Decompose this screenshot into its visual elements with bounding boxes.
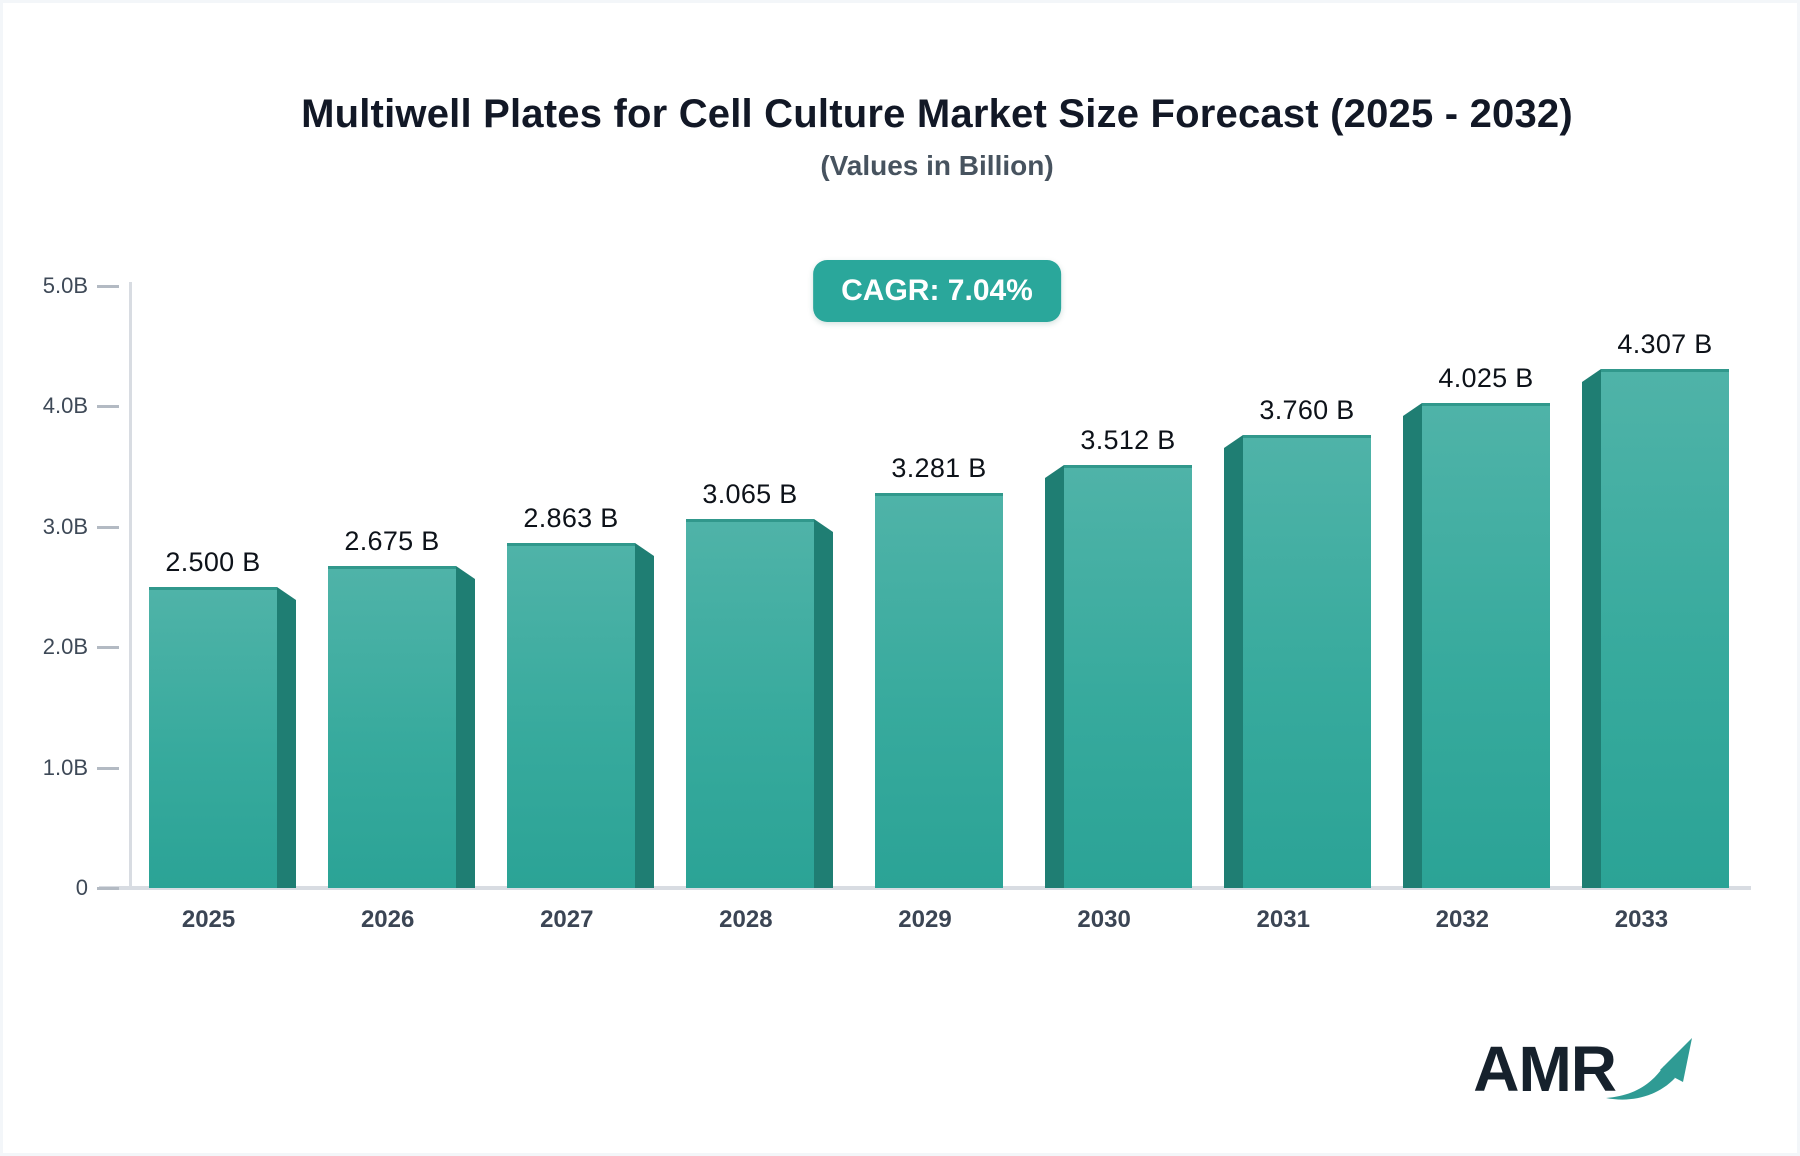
bar-front-2025: [149, 587, 277, 888]
bar-value-2031: 3.760 B: [1259, 395, 1355, 425]
y-tick-5.0B: [97, 285, 119, 288]
y-tick-2.0B: [97, 646, 119, 650]
bar-side-2030: [1045, 465, 1064, 888]
bar-side-2031: [1224, 435, 1243, 888]
x-label-2032: 2032: [1435, 906, 1490, 933]
x-label-2031: 2031: [1256, 906, 1310, 933]
x-label-2028: 2028: [719, 906, 773, 933]
bar-2029: [875, 493, 1003, 888]
bar-side-2032: [1403, 403, 1422, 888]
bar-front-2028: [686, 519, 814, 888]
chart-subtitle: (Values in Billion): [820, 150, 1054, 181]
y-tick-label-0: 0: [75, 875, 88, 900]
bar-2027: [507, 543, 654, 888]
bar-front-2033: [1601, 369, 1729, 888]
x-label-2033: 2033: [1614, 906, 1669, 933]
y-tick-label-3.0B: 3.0B: [42, 513, 88, 539]
bar-side-2028: [814, 519, 833, 888]
y-tick-label-4.0B: 4.0B: [42, 393, 88, 419]
bar-value-2027: 2.863 B: [523, 503, 619, 533]
y-tick-4.0B: [97, 405, 119, 409]
x-label-2025: 2025: [181, 906, 236, 933]
bar-2026: [328, 566, 475, 888]
bar-side-2027: [635, 543, 654, 888]
bar-2031: [1224, 435, 1371, 888]
bar-front-2031: [1243, 435, 1371, 888]
bar-side-2025: [277, 587, 296, 888]
bar-front-2026: [328, 566, 456, 888]
x-label-2030: 2030: [1077, 906, 1131, 933]
bar-2028: [686, 519, 833, 888]
bar-front-2027: [507, 543, 635, 888]
bar-value-2028: 3.065 B: [702, 479, 798, 509]
page-title: Multiwell Plates for Cell Culture Market…: [301, 92, 1573, 136]
y-tick-1.0B: [97, 766, 119, 770]
y-tick-label-5.0B: 5.0B: [42, 273, 88, 298]
bar-2032: [1403, 403, 1550, 888]
bar-2025: [149, 587, 296, 888]
x-label-2029: 2029: [898, 906, 952, 933]
y-tick-label-1.0B: 1.0B: [42, 754, 88, 780]
bar-side-2026: [456, 566, 475, 888]
x-axis-baseline: [99, 886, 1751, 890]
x-label-2027: 2027: [540, 906, 594, 933]
x-label-2026: 2026: [360, 906, 415, 933]
bar-value-2033: 4.307 B: [1617, 329, 1713, 359]
amr-logo: AMR: [1473, 1030, 1696, 1108]
bar-value-2026: 2.675 B: [344, 526, 440, 556]
y-axis-line: [129, 282, 132, 888]
bar-front-2030: [1064, 465, 1192, 888]
y-tick-label-2.0B: 2.0B: [42, 634, 88, 660]
y-tick-3.0B: [97, 525, 119, 529]
bar-front-2029: [875, 493, 1003, 888]
bar-value-2025: 2.500 B: [165, 547, 261, 577]
bar-2030: [1045, 465, 1192, 888]
bar-value-2029: 3.281 B: [891, 453, 987, 483]
bar-value-2032: 4.025 B: [1438, 363, 1534, 393]
bar-value-2030: 3.512 B: [1080, 425, 1176, 455]
bar-2033: [1582, 369, 1729, 888]
trend-up-arrow-icon: [1606, 1038, 1692, 1100]
y-tick-0: [97, 887, 119, 890]
bar-front-2032: [1422, 403, 1550, 888]
bar-side-2033: [1582, 369, 1601, 888]
cagr-badge: CAGR: 7.04%: [813, 260, 1061, 322]
amr-logo-text: AMR: [1473, 1033, 1617, 1105]
